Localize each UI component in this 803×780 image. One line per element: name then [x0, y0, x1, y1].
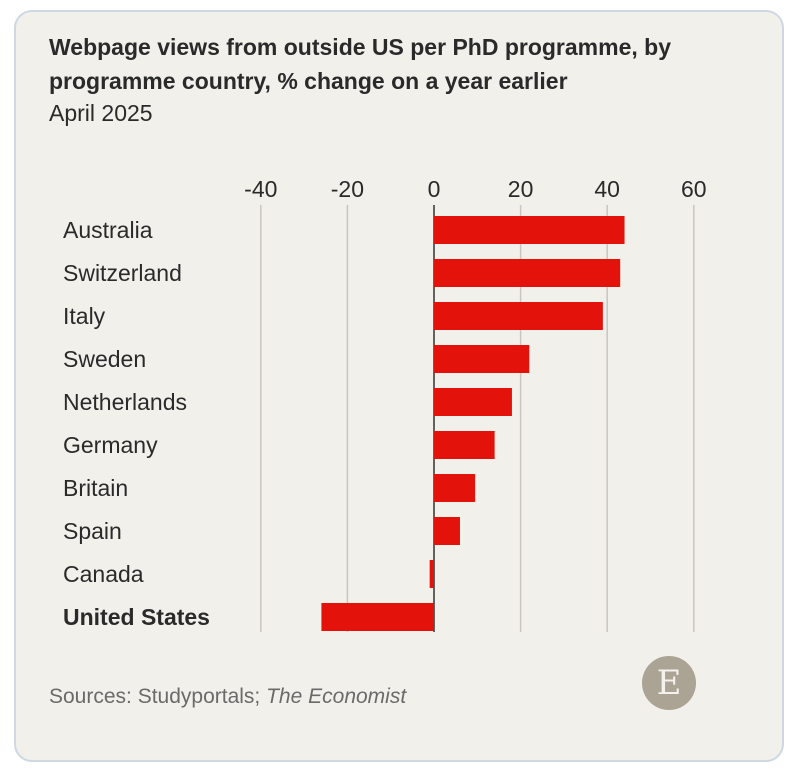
category-labels: Australia Switzerland Italy Sweden Netherlan… — [63, 217, 210, 630]
bar-canada — [429, 560, 434, 588]
category-label: Australia — [63, 217, 153, 243]
chart-subtitle: April 2025 — [49, 100, 153, 126]
category-label: Germany — [63, 432, 158, 458]
category-label: Canada — [63, 561, 144, 587]
logo-letter: E — [656, 663, 682, 703]
x-tick-label: 0 — [428, 176, 441, 202]
x-tick-label: 40 — [594, 176, 620, 202]
category-label: United States — [63, 604, 210, 630]
bar-switzerland — [434, 259, 621, 287]
x-axis-ticks: -40 -20 0 20 40 60 — [244, 176, 706, 202]
category-label: Britain — [63, 475, 128, 501]
x-tick-label: -20 — [331, 176, 364, 202]
bar-germany — [434, 431, 495, 459]
category-label: Italy — [63, 303, 106, 329]
bars — [321, 216, 625, 631]
bar-united-states — [321, 603, 434, 631]
chart-title: Webpage views from outside US per PhD pr… — [49, 34, 671, 94]
x-tick-label: -40 — [244, 176, 277, 202]
category-label: Sweden — [63, 346, 146, 372]
bar-sweden — [434, 345, 530, 373]
source-prefix: Sources: Studyportals; — [49, 685, 267, 708]
bar-chart: -40 -20 0 20 40 60 Australia Switzerland Italy S… — [63, 176, 707, 632]
category-label: Switzerland — [63, 260, 182, 286]
x-tick-label: 60 — [681, 176, 707, 202]
bar-italy — [434, 302, 603, 330]
bar-netherlands — [434, 388, 512, 416]
chart-card — [14, 10, 784, 762]
x-tick-label: 20 — [508, 176, 534, 202]
economist-logo: E — [642, 656, 696, 710]
source-note: Sources: Studyportals; The Economist — [49, 685, 406, 709]
bar-australia — [434, 216, 625, 244]
bar-spain — [434, 517, 460, 545]
bar-britain — [434, 474, 476, 502]
category-label: Spain — [63, 518, 122, 544]
source-publication: The Economist — [266, 685, 407, 708]
category-label: Netherlands — [63, 389, 187, 415]
